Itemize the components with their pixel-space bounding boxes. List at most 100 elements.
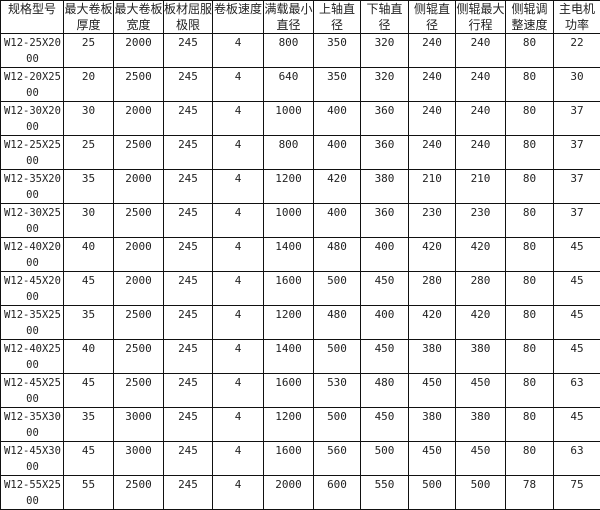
value-cell: 600 xyxy=(314,476,361,510)
column-header: 侧辊调整速度 xyxy=(506,1,554,34)
model-cell: W12-25X2000 xyxy=(1,34,64,68)
value-cell: 80 xyxy=(506,102,554,136)
value-cell: 400 xyxy=(361,238,409,272)
value-cell: 2000 xyxy=(114,102,164,136)
value-cell: 80 xyxy=(506,272,554,306)
model-cell: W12-30X2000 xyxy=(1,102,64,136)
value-cell: 245 xyxy=(164,34,213,68)
value-cell: 230 xyxy=(409,204,456,238)
value-cell: 500 xyxy=(409,476,456,510)
value-cell: 450 xyxy=(409,374,456,408)
value-cell: 450 xyxy=(456,374,506,408)
value-cell: 500 xyxy=(314,340,361,374)
value-cell: 4 xyxy=(213,102,264,136)
value-cell: 280 xyxy=(456,272,506,306)
value-cell: 37 xyxy=(554,170,600,204)
model-cell: W12-45X2500 xyxy=(1,374,64,408)
value-cell: 320 xyxy=(361,68,409,102)
value-cell: 240 xyxy=(409,34,456,68)
value-cell: 35 xyxy=(64,306,114,340)
value-cell: 37 xyxy=(554,204,600,238)
value-cell: 360 xyxy=(361,204,409,238)
value-cell: 400 xyxy=(314,102,361,136)
value-cell: 230 xyxy=(456,204,506,238)
value-cell: 245 xyxy=(164,102,213,136)
value-cell: 40 xyxy=(64,238,114,272)
value-cell: 4 xyxy=(213,408,264,442)
value-cell: 245 xyxy=(164,68,213,102)
model-cell: W12-35X2500 xyxy=(1,306,64,340)
value-cell: 37 xyxy=(554,136,600,170)
value-cell: 450 xyxy=(409,442,456,476)
value-cell: 80 xyxy=(506,136,554,170)
value-cell: 800 xyxy=(264,34,314,68)
value-cell: 78 xyxy=(506,476,554,510)
value-cell: 240 xyxy=(456,102,506,136)
value-cell: 245 xyxy=(164,374,213,408)
value-cell: 245 xyxy=(164,204,213,238)
value-cell: 35 xyxy=(64,408,114,442)
column-header: 下轴直径 xyxy=(361,1,409,34)
value-cell: 560 xyxy=(314,442,361,476)
model-cell: W12-40X2500 xyxy=(1,340,64,374)
value-cell: 420 xyxy=(409,238,456,272)
column-header: 侧辊最大行程 xyxy=(456,1,506,34)
value-cell: 4 xyxy=(213,68,264,102)
value-cell: 80 xyxy=(506,408,554,442)
value-cell: 45 xyxy=(554,238,600,272)
value-cell: 25 xyxy=(64,34,114,68)
value-cell: 500 xyxy=(314,272,361,306)
value-cell: 4 xyxy=(213,442,264,476)
value-cell: 360 xyxy=(361,136,409,170)
value-cell: 400 xyxy=(361,306,409,340)
value-cell: 1600 xyxy=(264,272,314,306)
value-cell: 245 xyxy=(164,170,213,204)
value-cell: 480 xyxy=(314,306,361,340)
value-cell: 35 xyxy=(64,170,114,204)
value-cell: 450 xyxy=(361,408,409,442)
model-cell: W12-30X2500 xyxy=(1,204,64,238)
value-cell: 80 xyxy=(506,170,554,204)
value-cell: 245 xyxy=(164,238,213,272)
value-cell: 45 xyxy=(554,272,600,306)
value-cell: 400 xyxy=(314,204,361,238)
value-cell: 380 xyxy=(361,170,409,204)
value-cell: 4 xyxy=(213,272,264,306)
value-cell: 80 xyxy=(506,374,554,408)
model-cell: W12-45X3000 xyxy=(1,442,64,476)
model-cell: W12-25X2500 xyxy=(1,136,64,170)
value-cell: 30 xyxy=(64,102,114,136)
value-cell: 2500 xyxy=(114,476,164,510)
value-cell: 245 xyxy=(164,476,213,510)
value-cell: 1200 xyxy=(264,170,314,204)
value-cell: 1200 xyxy=(264,306,314,340)
value-cell: 4 xyxy=(213,238,264,272)
value-cell: 420 xyxy=(409,306,456,340)
value-cell: 500 xyxy=(456,476,506,510)
value-cell: 2000 xyxy=(114,238,164,272)
value-cell: 45 xyxy=(554,408,600,442)
value-cell: 320 xyxy=(361,34,409,68)
value-cell: 4 xyxy=(213,340,264,374)
value-cell: 75 xyxy=(554,476,600,510)
model-cell: W12-55X2500 xyxy=(1,476,64,510)
column-header: 上轴直径 xyxy=(314,1,361,34)
value-cell: 2500 xyxy=(114,204,164,238)
value-cell: 1000 xyxy=(264,204,314,238)
value-cell: 30 xyxy=(554,68,600,102)
value-cell: 80 xyxy=(506,34,554,68)
value-cell: 210 xyxy=(409,170,456,204)
value-cell: 2000 xyxy=(114,170,164,204)
value-cell: 2000 xyxy=(114,34,164,68)
value-cell: 240 xyxy=(456,34,506,68)
column-header: 最大卷板厚度 xyxy=(64,1,114,34)
